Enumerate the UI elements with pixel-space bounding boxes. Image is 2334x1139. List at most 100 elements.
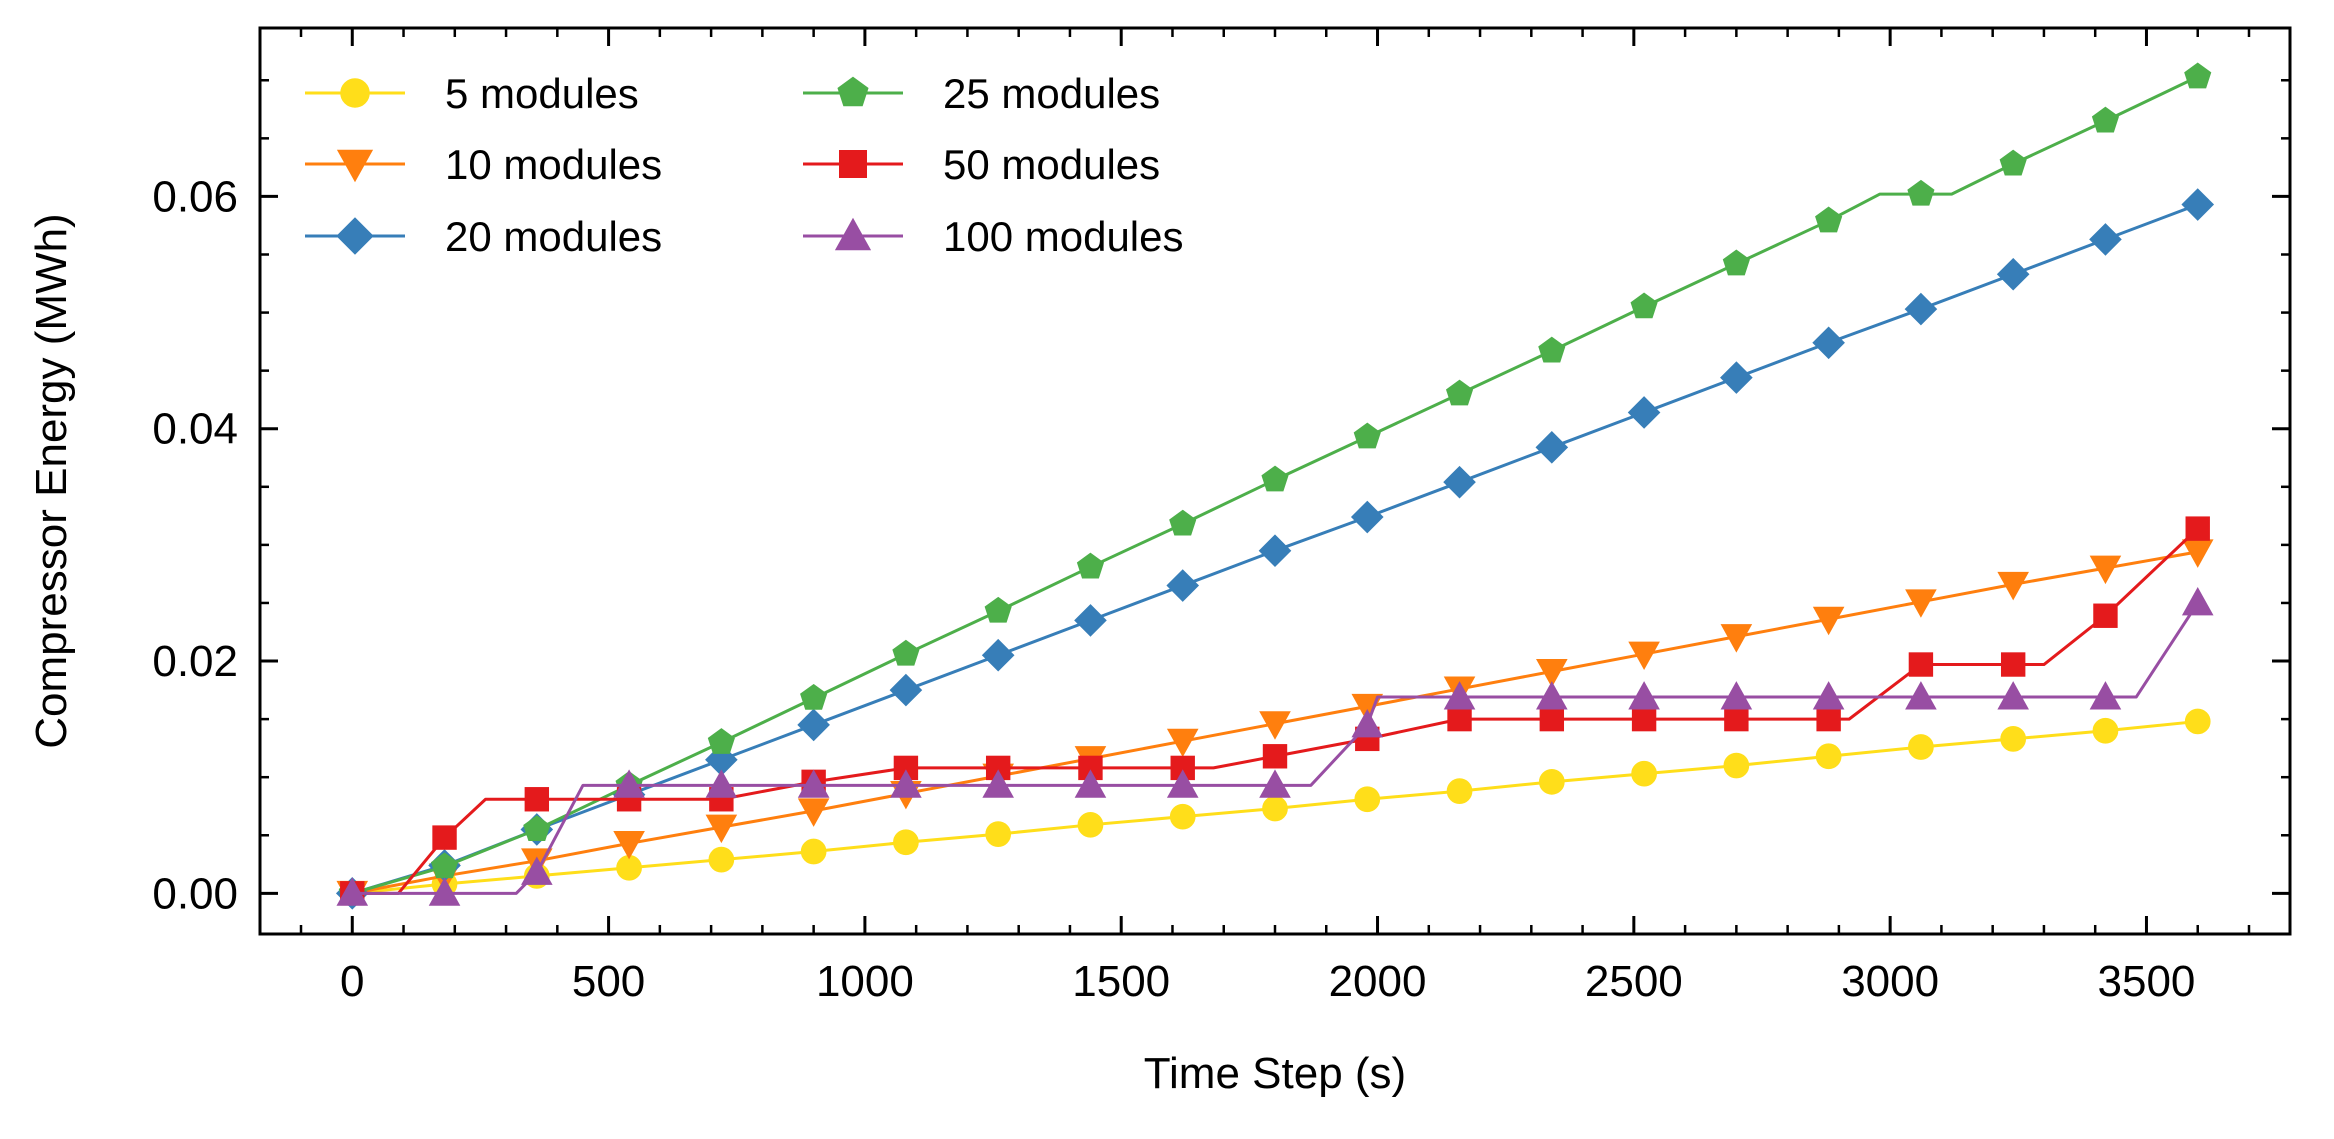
data-point [1169, 509, 1197, 536]
data-point [1536, 681, 1568, 710]
data-point [2185, 516, 2210, 541]
y-axis-label: Compressor Energy (MWh) [27, 213, 76, 748]
data-point [1443, 681, 1476, 710]
data-point [1907, 179, 1935, 206]
data-point [1722, 249, 1750, 276]
legend-label: 20 modules [445, 213, 662, 260]
data-point [432, 825, 457, 850]
data-point [1074, 604, 1107, 637]
data-point [1354, 786, 1381, 813]
data-point [1535, 431, 1569, 464]
data-point [1631, 706, 1657, 732]
data-point [1353, 422, 1381, 449]
legend-label: 5 modules [445, 70, 639, 117]
x-tick-label: 0 [340, 957, 364, 1006]
legend: 5 modules 10 modules 20 modules 25 modules 5… [305, 70, 1184, 260]
data-point [1351, 708, 1384, 738]
data-point [1631, 760, 1657, 787]
data-point [1076, 552, 1105, 579]
data-point [800, 838, 827, 865]
data-point [2091, 106, 2120, 133]
data-point [705, 814, 738, 844]
data-point [521, 856, 553, 885]
legend-item: 5 modules [305, 70, 639, 117]
data-point [1261, 465, 1289, 492]
data-point [2000, 726, 2027, 752]
legend-item: 20 modules [305, 213, 662, 260]
x-tick-label: 2000 [1329, 957, 1427, 1006]
data-point [705, 769, 738, 798]
data-point [1262, 795, 1288, 822]
x-tick-label: 3500 [2098, 957, 2196, 1006]
legend-marker [336, 217, 374, 255]
data-point [708, 846, 735, 873]
data-point [1904, 292, 1938, 326]
data-point [1350, 500, 1384, 534]
data-point [2089, 223, 2122, 256]
legend-label: 10 modules [445, 141, 662, 188]
data-point [1074, 769, 1107, 798]
data-point [797, 798, 830, 827]
data-point [1445, 379, 1474, 406]
data-point [1628, 681, 1660, 710]
series-line [352, 602, 2199, 895]
series-20-modules [335, 188, 2215, 910]
data-point [797, 708, 830, 742]
legend-item: 50 modules [803, 141, 1160, 188]
legend-item: 100 modules [803, 213, 1184, 260]
data-point [1812, 606, 1845, 636]
data-point [981, 638, 1015, 672]
data-point [1258, 534, 1292, 567]
data-point [523, 815, 551, 841]
data-point [892, 639, 920, 666]
data-point [985, 821, 1012, 847]
legend-marker [834, 217, 872, 251]
data-point [707, 728, 735, 754]
legend-marker [336, 149, 374, 183]
data-point [1720, 624, 1753, 653]
data-point [2184, 62, 2212, 89]
data-point [1720, 361, 1753, 394]
plot-frame [258, 26, 2292, 936]
y-tick-label: 0.04 [152, 405, 238, 454]
data-point [1908, 734, 1934, 760]
data-point [893, 829, 919, 856]
data-point [1446, 778, 1473, 804]
legend-marker [837, 76, 869, 107]
data-point [1169, 803, 1196, 830]
x-tick-label: 2500 [1585, 957, 1683, 1006]
legend-label: 100 modules [943, 213, 1184, 260]
x-axis-label: Time Step (s) [1144, 1049, 1406, 1098]
data-point [1166, 569, 1200, 602]
data-point [2181, 586, 2214, 616]
legend-label: 50 modules [943, 141, 1160, 188]
y-tick-label: 0.00 [152, 869, 238, 918]
data-point [1997, 681, 2029, 710]
data-point [984, 596, 1012, 623]
data-point [1077, 811, 1104, 838]
data-point [1723, 752, 1750, 779]
data-point [1259, 711, 1291, 740]
data-point [524, 787, 550, 812]
data-point [1538, 768, 1565, 795]
data-point [2093, 603, 2118, 628]
data-point [1812, 326, 1845, 360]
data-point [2092, 717, 2119, 744]
data-point [336, 877, 369, 906]
data-point [613, 769, 645, 798]
data-point [1997, 571, 2029, 601]
data-point [1905, 681, 1937, 710]
data-point [889, 673, 923, 707]
data-point [1536, 659, 1568, 688]
series-layer [335, 62, 2215, 910]
data-point [1815, 206, 1843, 233]
data-point [1816, 706, 1841, 732]
data-point [1539, 706, 1565, 732]
data-point [1262, 744, 1288, 769]
data-point [2181, 188, 2215, 221]
data-point [1627, 396, 1661, 429]
x-tick-label: 1000 [816, 957, 914, 1006]
data-point [1538, 336, 1566, 363]
series-50-modules [340, 516, 2210, 906]
